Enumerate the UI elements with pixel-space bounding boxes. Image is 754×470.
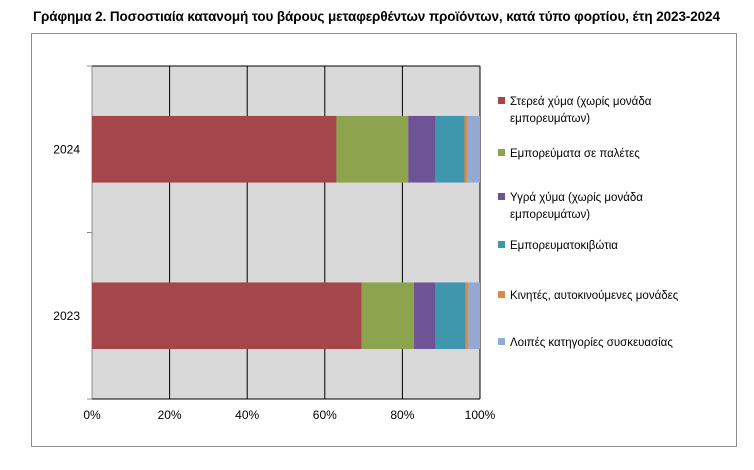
x-tick-label: 40% — [235, 408, 259, 422]
chart-title: Γράφημα 2. Ποσοστιαία κατανομή του βάρου… — [33, 9, 720, 24]
legend-swatch-2 — [498, 193, 505, 200]
x-tick-label: 80% — [390, 408, 414, 422]
bar-2023-series-0 — [92, 282, 362, 350]
bar-2024-series-1 — [336, 115, 409, 183]
legend-label-4: Κινητές, αυτοκινούμενες μονάδες — [510, 290, 679, 302]
bar-2023-series-2 — [414, 282, 436, 350]
legend-swatch-1 — [498, 149, 505, 156]
legend-swatch-5 — [498, 338, 505, 345]
bar-2024-series-0 — [92, 115, 337, 183]
legend-label-3: Εμπορευματοκιβώτια — [510, 240, 618, 252]
legend-swatch-3 — [498, 241, 505, 248]
legend-label-5: Λοιπές κατηγορίες συσκευασίας — [510, 337, 673, 349]
y-tick-label-2023: 2023 — [53, 309, 80, 323]
legend-label-0: Στερεά χύμα (χωρίς μονάδα — [510, 96, 652, 108]
x-tick-label: 0% — [83, 408, 101, 422]
bar-2024-series-5 — [467, 115, 480, 183]
legend-label-2: Υγρά χύμα (χωρίς μονάδα — [510, 192, 643, 204]
x-tick-label: 60% — [313, 408, 337, 422]
x-tick-label: 100% — [465, 408, 496, 422]
legend-label-0: εμπορευμάτων) — [510, 113, 590, 125]
bar-2024-series-2 — [408, 115, 436, 183]
y-tick-label-2024: 2024 — [53, 142, 80, 156]
bar-2023-series-5 — [468, 282, 480, 350]
legend-label-2: εμπορευμάτων) — [510, 209, 590, 221]
bar-2024-series-4 — [464, 115, 468, 183]
bar-2023-series-1 — [361, 282, 415, 350]
legend-swatch-4 — [498, 291, 505, 298]
bar-2023-series-4 — [465, 282, 469, 350]
legend-label-1: Εμπορεύματα σε παλέτες — [510, 148, 640, 160]
legend-swatch-0 — [498, 97, 505, 104]
bar-2024-series-3 — [435, 115, 465, 183]
bar-2023-series-3 — [435, 282, 466, 350]
x-tick-label: 20% — [158, 408, 182, 422]
